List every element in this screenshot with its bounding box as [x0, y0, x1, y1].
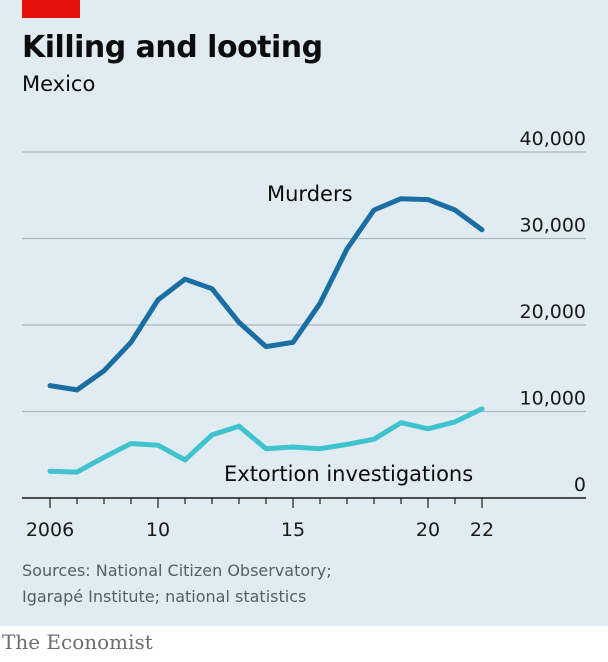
- series-label-extortion: Extortion investigations: [224, 462, 473, 486]
- brand-tag: [22, 0, 80, 18]
- chart-panel: [0, 0, 608, 626]
- y-tick-label: 20,000: [520, 301, 586, 323]
- x-tick-label: 15: [281, 519, 305, 541]
- y-tick-label: 30,000: [520, 215, 586, 237]
- x-tick-label: 22: [470, 519, 494, 541]
- series-label-murders: Murders: [267, 182, 353, 206]
- y-tick-label: 40,000: [520, 128, 586, 150]
- brand-name: The Economist: [2, 630, 153, 654]
- series-lines: [47, 196, 485, 475]
- series-line-murders: [47, 196, 485, 393]
- y-axis-tick-labels: 0 10,000 20,000 30,000 40,000: [520, 128, 586, 496]
- x-tick-label: 20: [416, 519, 440, 541]
- x-axis: 2006 10 15 20 22: [22, 497, 586, 541]
- line-chart: 0 10,000 20,000 30,000 40,000 2006 10 15 20 22 M…: [22, 128, 586, 541]
- y-tick-label: 10,000: [520, 388, 586, 410]
- source-note: Sources: National Citizen Observatory; I…: [22, 558, 332, 610]
- chart-subtitle: Mexico: [22, 72, 96, 96]
- source-line-2: Igarapé Institute; national statistics: [22, 587, 307, 606]
- source-line-1: Sources: National Citizen Observatory;: [22, 561, 332, 580]
- series-line-extortion: [47, 406, 485, 475]
- chart-title: Killing and looting: [22, 30, 323, 65]
- y-tick-label: 0: [574, 474, 586, 496]
- x-tick-label: 2006: [26, 519, 74, 541]
- x-tick-label: 10: [146, 519, 170, 541]
